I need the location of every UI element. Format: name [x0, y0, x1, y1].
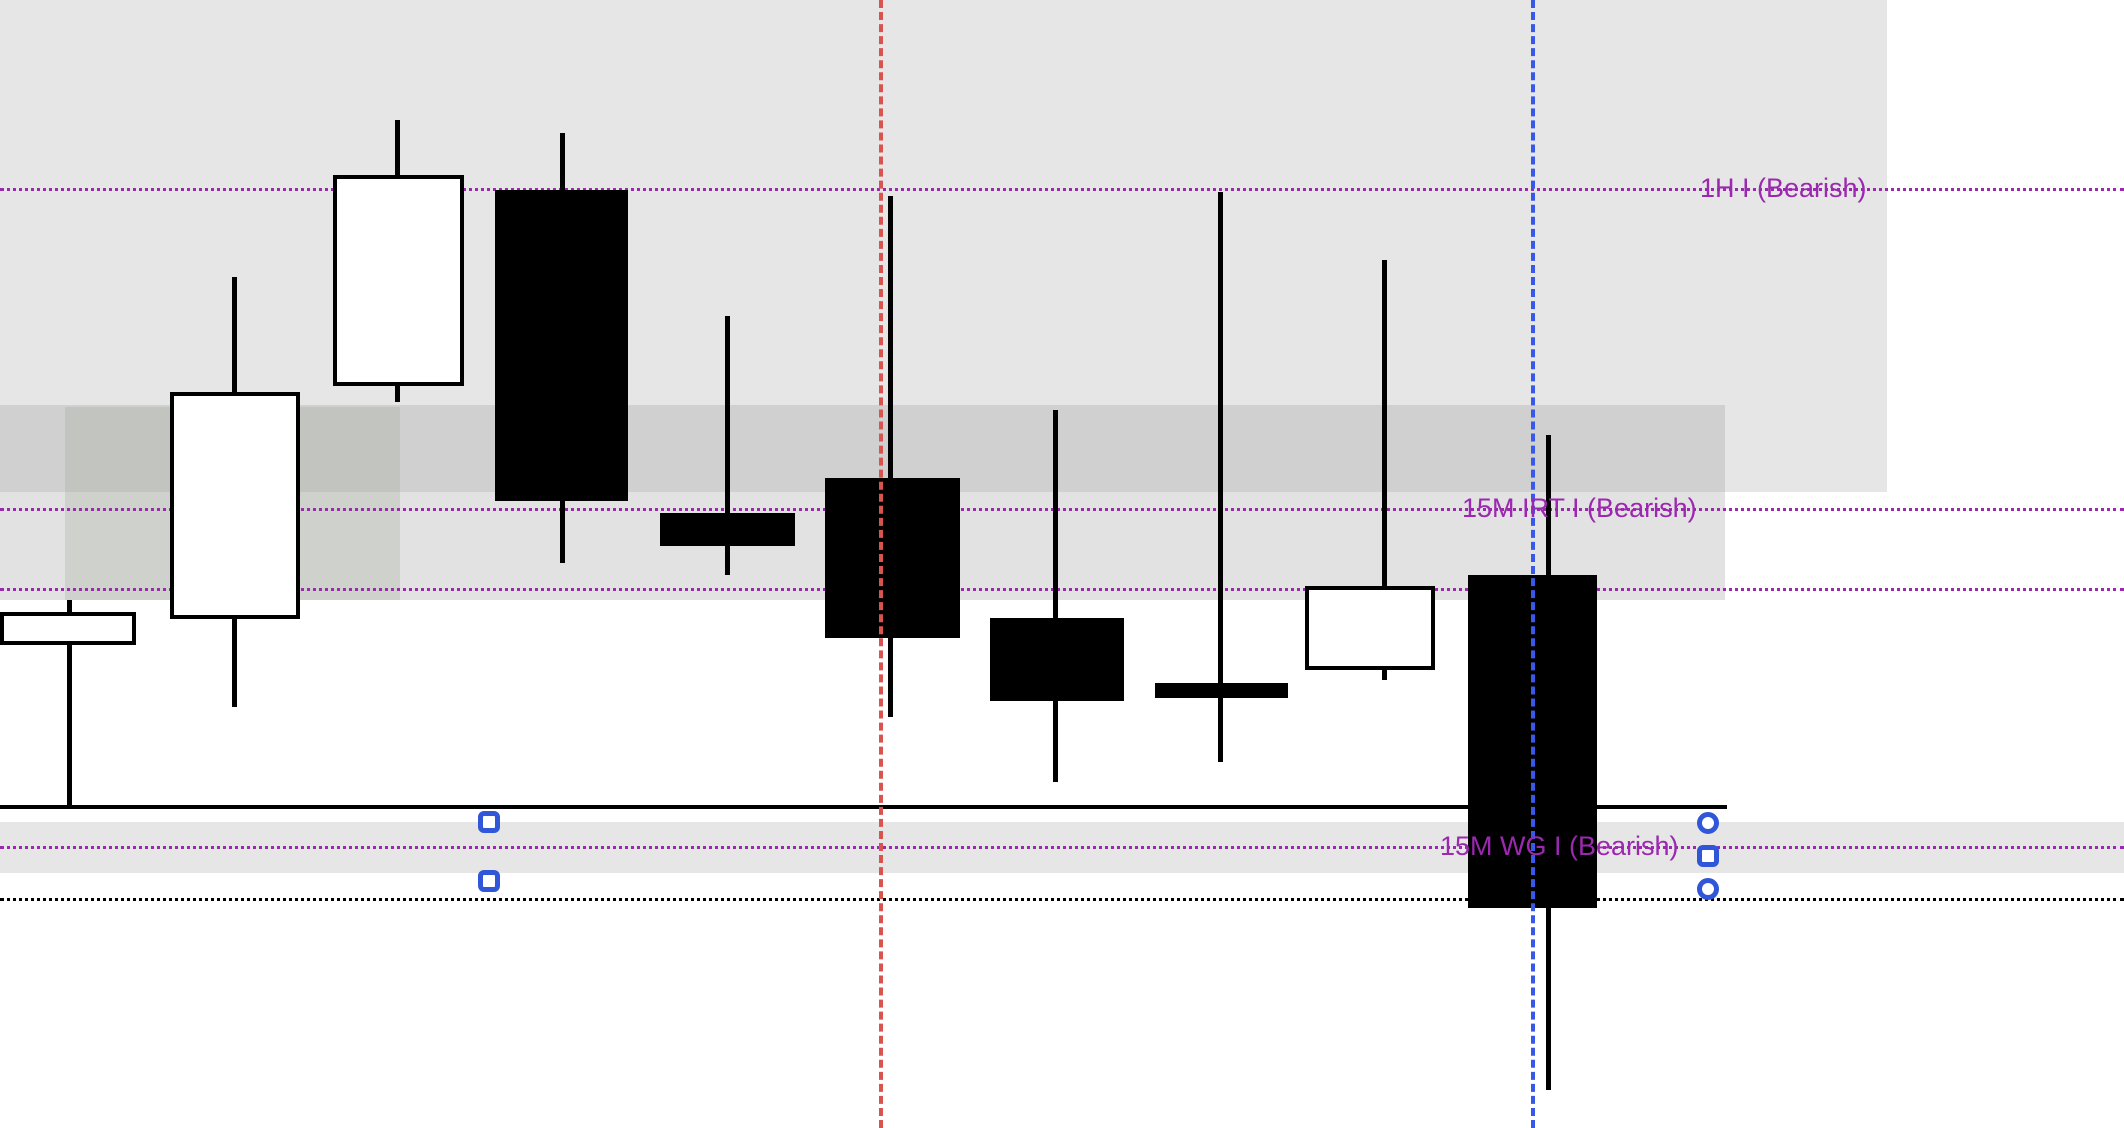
- level-1h-bearish-upper: [0, 188, 2124, 191]
- handle-wg-top[interactable]: [478, 811, 500, 833]
- candle-body-bearish: [495, 190, 628, 501]
- candle-body-bearish: [660, 513, 795, 546]
- candle-body-bearish: [825, 478, 960, 638]
- level-lower-boundary-line: [0, 898, 2124, 901]
- vertical-marker-blue-session-divider[interactable]: [1531, 0, 1535, 1128]
- vertical-marker-red-session-divider[interactable]: [879, 0, 883, 1128]
- handle-wg-bottom[interactable]: [478, 870, 500, 892]
- candle-wick: [725, 316, 730, 575]
- candle-wick: [1382, 260, 1387, 680]
- handle-wg-right-top[interactable]: [1697, 812, 1719, 834]
- level-15m-wg-bearish-mid: [0, 846, 2124, 849]
- candle-wick: [888, 196, 893, 717]
- handle-wg-right-bottom[interactable]: [1697, 878, 1719, 900]
- level-15m-irt-bearish-upper: [0, 508, 2124, 511]
- candle-body-bearish: [1155, 683, 1288, 698]
- candle-body-bearish: [990, 618, 1124, 701]
- candle-body-bullish: [0, 612, 136, 645]
- candle-wick: [1218, 192, 1223, 762]
- zone-label-1h-bearish: 1H I (Bearish): [1700, 173, 1867, 203]
- candle-body-bullish: [170, 392, 300, 619]
- candle-body-bullish: [333, 175, 464, 386]
- zone-label-15m-irt-bearish: 15M IRT I (Bearish): [1462, 493, 1697, 523]
- handle-wg-right-middle[interactable]: [1697, 845, 1719, 867]
- candle-body-bullish: [1305, 586, 1435, 670]
- candle-wick: [67, 600, 72, 805]
- level-15m-irt-bearish-lower: [0, 588, 2124, 591]
- zone-label-15m-wg-bearish: 15M WG I (Bearish): [1440, 831, 1679, 861]
- candle-wick: [1053, 410, 1058, 782]
- level-equilibrium-line: [0, 805, 1727, 809]
